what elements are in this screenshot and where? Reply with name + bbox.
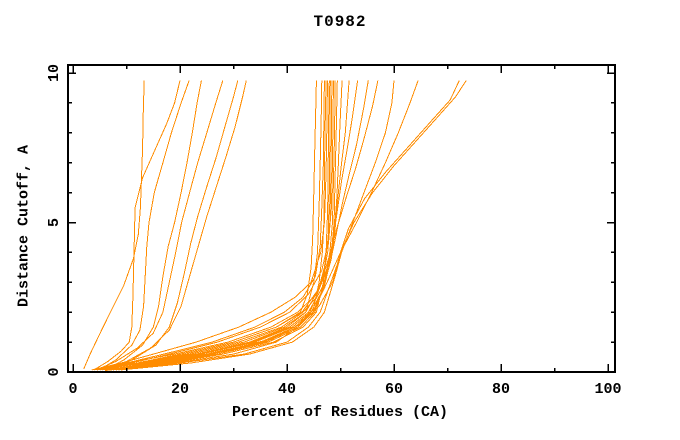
model-curves — [83, 80, 467, 371]
curve-model-04 — [104, 80, 202, 371]
curve-model-06 — [110, 80, 239, 371]
curve-model-13 — [115, 80, 330, 371]
curve-model-19 — [99, 80, 343, 371]
curve-model-12 — [91, 80, 329, 371]
curve-model-23 — [99, 80, 379, 371]
x-tick-label: 40 — [278, 381, 296, 398]
curve-model-07 — [102, 80, 247, 371]
y-tick-label: 0 — [46, 367, 63, 376]
x-tick-label: 100 — [594, 381, 621, 398]
curve-model-11 — [113, 80, 327, 371]
curve-model-03 — [99, 80, 190, 371]
plot-border — [67, 64, 616, 373]
curve-model-16 — [97, 80, 334, 371]
curve-model-22 — [107, 80, 369, 371]
axis-ticks — [68, 65, 615, 373]
x-axis-label: Percent of Residues (CA) — [231, 404, 449, 421]
x-tick-label: 20 — [171, 381, 189, 398]
curve-model-26 — [115, 80, 460, 370]
x-tick-label: 80 — [492, 381, 510, 398]
curve-model-21 — [94, 80, 359, 371]
tick-labels: 0 20 40 60 80 100 0 5 10 — [46, 64, 622, 398]
chart-title: T0982 — [313, 13, 367, 31]
curve-model-10 — [94, 80, 325, 371]
y-tick-label: 10 — [46, 64, 63, 82]
curve-model-25 — [105, 80, 419, 371]
curve-model-05 — [96, 80, 224, 371]
curve-model-01 — [83, 80, 145, 370]
curve-model-02 — [94, 80, 181, 371]
x-tick-label: 0 — [68, 381, 77, 398]
curve-model-17 — [118, 80, 336, 371]
curve-model-27 — [121, 80, 467, 371]
y-tick-label: 5 — [46, 218, 63, 227]
x-tick-label: 60 — [385, 381, 403, 398]
curve-model-15 — [110, 80, 333, 371]
